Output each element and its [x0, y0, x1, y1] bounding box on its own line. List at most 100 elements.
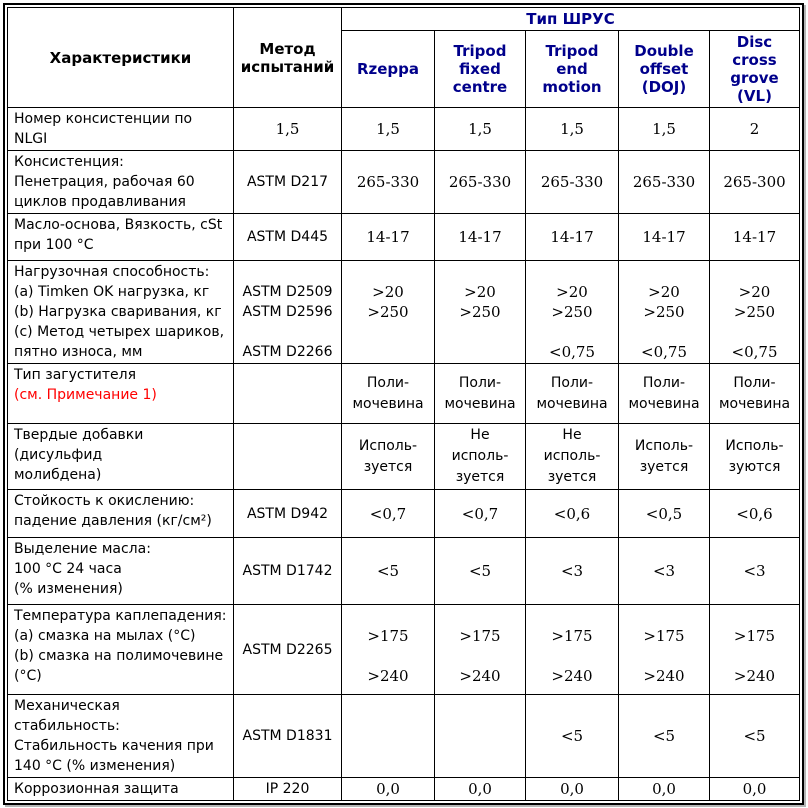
- row-label: Номер консистенции по NLGI: [14, 111, 193, 147]
- value-cell: <3: [709, 537, 800, 605]
- table-row: Механическая стабильность: Стабильность …: [7, 694, 800, 778]
- value-cell: >175 >240: [341, 604, 435, 695]
- column-header-type-tripod-end-motion: Tripod end motion: [525, 30, 619, 108]
- row-note: (см. Примечание 1): [14, 387, 157, 403]
- column-header-type-disc-cross-grove-vl: Disc cross grove (VL): [709, 30, 800, 108]
- value-cell: 0,0: [709, 777, 800, 801]
- value-cell: 14-17: [434, 213, 526, 261]
- table-frame: Характеристики Метод испытаний Тип ШРУС …: [3, 3, 804, 805]
- table-row: Выделение масла: 100 °C 24 часа (% измен…: [7, 537, 800, 605]
- value-cell: 265-330: [341, 150, 435, 214]
- value-cell: <0,5: [618, 489, 710, 538]
- table-row: Коррозионная защита IP 220 0,0 0,0 0,0 0,0 0,0: [7, 777, 800, 801]
- value-cell: <0,7: [341, 489, 435, 538]
- test-method-cell: IP 220: [233, 777, 342, 801]
- value-cell: <5: [341, 537, 435, 605]
- header-types-row: Rzeppa Tripod fixed centre Tripod end mo…: [8, 30, 800, 108]
- column-header-type-rzeppa: Rzeppa: [341, 30, 435, 108]
- row-label-cell: Температура каплепадения: (a) смазка на …: [7, 604, 234, 695]
- row-label: Температура каплепадения: (a) смазка на …: [14, 608, 227, 684]
- test-method-cell: ASTM D1831: [233, 694, 342, 778]
- value-cell: <5: [434, 537, 526, 605]
- row-label: Стойкость к окислению: падение давления …: [14, 493, 212, 529]
- table-row: Масло-основа, Вязкость, cSt при 100 °C AS…: [7, 213, 800, 261]
- row-label-cell: Твердые добавки (дисульфид молибдена): [7, 423, 234, 490]
- value-cell: Поли- мочевина: [525, 363, 619, 424]
- value-cell: [434, 694, 526, 778]
- row-label: Механическая стабильность: Стабильность …: [14, 698, 214, 774]
- value-cell: [341, 694, 435, 778]
- test-method-cell: 1,5: [233, 107, 342, 151]
- header-group-row: Характеристики Метод испытаний Тип ШРУС: [7, 7, 800, 108]
- value-cell: 265-330: [525, 150, 619, 214]
- table-row: Твердые добавки (дисульфид молибдена) Исп…: [7, 423, 800, 490]
- test-method-cell: ASTM D217: [233, 150, 342, 214]
- value-cell: Не исполь- зуется: [434, 423, 526, 490]
- value-cell: <5: [525, 694, 619, 778]
- row-label-cell: Выделение масла: 100 °C 24 часа (% измен…: [7, 537, 234, 605]
- table-row: Температура каплепадения: (a) смазка на …: [7, 604, 800, 695]
- value-cell: 1,5: [434, 107, 526, 151]
- value-cell: 265-330: [434, 150, 526, 214]
- table-row: Номер консистенции по NLGI 1,5 1,5 1,5 1,5 1,…: [7, 107, 800, 151]
- table-body: Номер консистенции по NLGI 1,5 1,5 1,5 1,5 1,…: [7, 107, 800, 801]
- value-cell: >175 >240: [709, 604, 800, 695]
- test-method-cell: ASTM D445: [233, 213, 342, 261]
- value-cell: >175 >240: [525, 604, 619, 695]
- value-cell: 1,5: [525, 107, 619, 151]
- table-row: Тип загустителя (см. Примечание 1) Поли- м…: [7, 363, 800, 424]
- test-method-cell: ASTM D2509 ASTM D2596 ASTM D2266: [233, 260, 342, 364]
- row-label-cell: Механическая стабильность: Стабильность …: [7, 694, 234, 778]
- value-cell: 1,5: [341, 107, 435, 151]
- value-cell: 0,0: [341, 777, 435, 801]
- value-cell: 14-17: [341, 213, 435, 261]
- value-cell: >175 >240: [434, 604, 526, 695]
- row-label-cell: Нагрузочная способность: (a) Timken OK н…: [7, 260, 234, 364]
- row-label-cell: Консистенция: Пенетрация, рабочая 60 цик…: [7, 150, 234, 214]
- value-cell: >20 >250: [434, 260, 526, 364]
- row-label: Тип загустителя: [14, 367, 137, 383]
- value-cell: Поли- мочевина: [341, 363, 435, 424]
- row-label: Масло-основа, Вязкость, cSt при 100 °C: [14, 217, 223, 253]
- value-cell: Исполь- зуется: [618, 423, 710, 490]
- test-method-cell: [233, 423, 342, 490]
- value-cell: >20 >250 <0,75: [618, 260, 710, 364]
- value-cell: >20 >250 <0,75: [525, 260, 619, 364]
- table-row: Консистенция: Пенетрация, рабочая 60 цик…: [7, 150, 800, 214]
- table-row: Стойкость к окислению: падение давления …: [7, 489, 800, 538]
- value-cell: 1,5: [618, 107, 710, 151]
- value-cell: >175 >240: [618, 604, 710, 695]
- column-header-type-double-offset-doj: Double offset (DOJ): [618, 30, 710, 108]
- value-cell: 14-17: [525, 213, 619, 261]
- value-cell: Поли- мочевина: [434, 363, 526, 424]
- value-cell: <0,6: [709, 489, 800, 538]
- column-group-header-cv-joint-type: Тип ШРУС: [341, 7, 800, 31]
- value-cell: >20 >250: [341, 260, 435, 364]
- row-label: Консистенция: Пенетрация, рабочая 60 цик…: [14, 154, 195, 210]
- test-method-cell: ASTM D2265: [233, 604, 342, 695]
- column-header-type-tripod-fixed-centre: Tripod fixed centre: [434, 30, 526, 108]
- row-label: Коррозионная защита: [14, 781, 179, 797]
- value-cell: <0,6: [525, 489, 619, 538]
- row-label: Твердые добавки (дисульфид молибдена): [14, 427, 144, 483]
- row-label-cell: Масло-основа, Вязкость, cSt при 100 °C: [7, 213, 234, 261]
- value-cell: Поли- мочевина: [618, 363, 710, 424]
- value-cell: Не исполь- зуется: [525, 423, 619, 490]
- value-cell: Исполь- зуется: [341, 423, 435, 490]
- cv-joint-grease-spec-table: Характеристики Метод испытаний Тип ШРУС …: [7, 7, 800, 801]
- value-cell: <5: [709, 694, 800, 778]
- value-cell: Исполь- зуются: [709, 423, 800, 490]
- value-cell: 14-17: [709, 213, 800, 261]
- value-cell: 0,0: [525, 777, 619, 801]
- column-header-characteristics: Характеристики: [7, 7, 234, 108]
- test-method-cell: ASTM D1742: [233, 537, 342, 605]
- value-cell: <3: [525, 537, 619, 605]
- value-cell: 265-300: [709, 150, 800, 214]
- value-cell: <5: [618, 694, 710, 778]
- test-method-cell: ASTM D942: [233, 489, 342, 538]
- row-label-cell: Тип загустителя (см. Примечание 1): [7, 363, 234, 424]
- row-label-cell: Номер консистенции по NLGI: [7, 107, 234, 151]
- table-header: Характеристики Метод испытаний Тип ШРУС …: [7, 7, 800, 108]
- row-label: Нагрузочная способность: (a) Timken OK н…: [14, 264, 225, 360]
- value-cell: >20 >250 <0,75: [709, 260, 800, 364]
